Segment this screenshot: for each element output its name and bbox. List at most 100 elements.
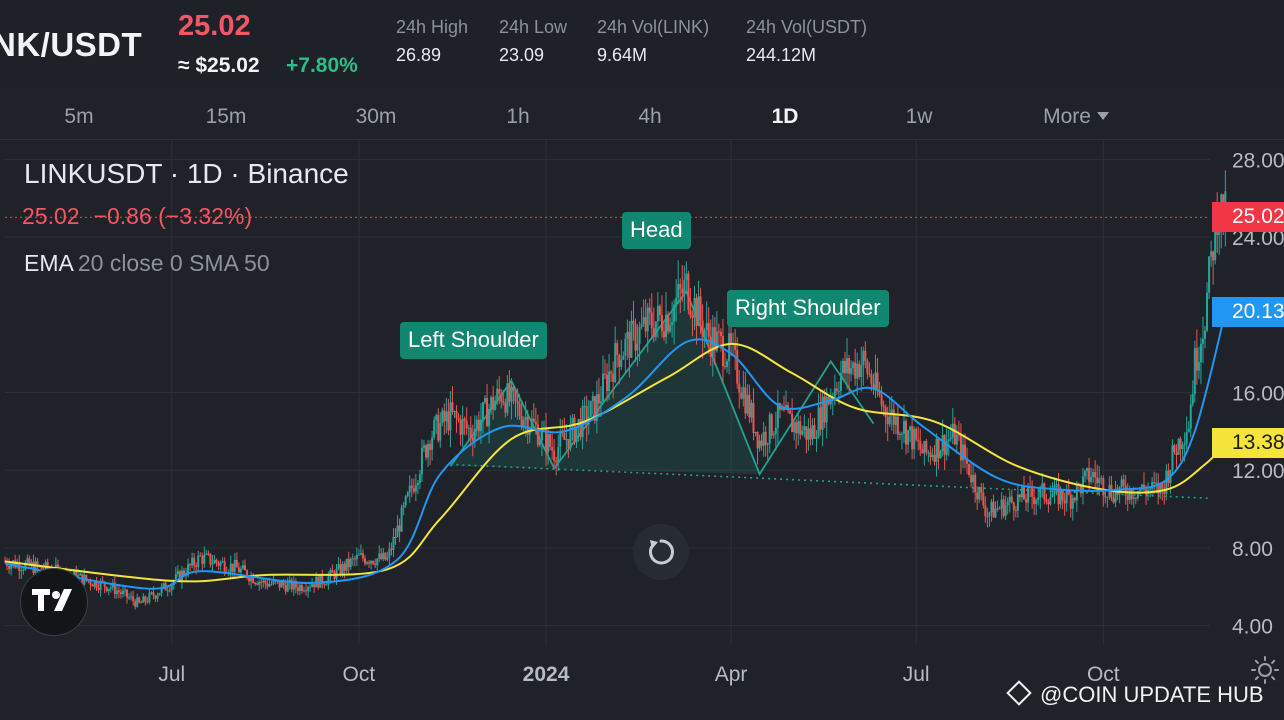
candle-body [1124, 485, 1127, 496]
candle-body [742, 387, 745, 399]
candle-body [453, 410, 456, 412]
tab-4h[interactable]: 4h [638, 105, 662, 128]
candle-body [364, 558, 366, 564]
candle-body [1022, 487, 1025, 500]
candle-body [898, 434, 901, 436]
candle-body [359, 553, 362, 555]
candle-body [1153, 482, 1156, 484]
candle-body [134, 601, 137, 607]
stat-24h-vol-usdt: 24h Vol(USDT) 244.12M [746, 17, 867, 66]
head-label[interactable]: Head [622, 212, 691, 249]
candle-body [132, 596, 135, 602]
candle-body [1181, 445, 1184, 450]
candle-body [772, 434, 775, 436]
x-tick-label: Oct [1087, 663, 1120, 686]
candle-body [892, 409, 895, 425]
candle-body [246, 570, 249, 578]
candle-body [693, 297, 696, 318]
candle-body [949, 437, 952, 440]
candle-body [128, 597, 131, 599]
tab-30m[interactable]: 30m [355, 105, 397, 128]
tab-1w[interactable]: 1w [905, 105, 933, 128]
candle-body [984, 505, 987, 517]
timeframe-bar: 5m 15m 30m 1h 4h 1D 1w More [0, 95, 1284, 140]
candle-body [943, 435, 946, 455]
candle-body [168, 590, 171, 592]
candle-body [1047, 501, 1050, 505]
candle-body [117, 590, 120, 593]
candle-body [233, 559, 236, 572]
candle-body [665, 314, 668, 338]
candle-body [99, 580, 102, 590]
candle-body [496, 388, 499, 401]
candle-body [1100, 477, 1103, 479]
tab-1h[interactable]: 1h [506, 105, 530, 128]
candle-body [1081, 476, 1084, 494]
candle-body [565, 439, 568, 441]
candle-body [451, 402, 454, 412]
tab-1d[interactable]: 1D [771, 105, 799, 128]
candle-body [160, 586, 163, 593]
pair-symbol[interactable]: NK/USDT [0, 26, 143, 63]
candle-body [91, 584, 94, 587]
tab-15m[interactable]: 15m [205, 105, 247, 128]
candle-body [705, 323, 708, 331]
candle-body [791, 413, 794, 433]
candle-body [982, 492, 985, 506]
candle-body [907, 430, 910, 445]
candle-body [1214, 210, 1217, 261]
candle-body [264, 580, 267, 584]
left-shoulder-label[interactable]: Left Shoulder [400, 322, 547, 359]
candle-body [846, 358, 849, 374]
candle-body [1155, 482, 1158, 484]
candle-body [744, 387, 747, 414]
candle-body [475, 419, 478, 430]
x-tick-label: Oct [343, 663, 376, 686]
candle-body [1002, 499, 1005, 516]
candle-body [1063, 500, 1066, 504]
candle-body [152, 592, 155, 596]
y-tick-label: 12.00 [1232, 460, 1284, 483]
candle-body [730, 333, 733, 345]
candle-body [280, 581, 283, 588]
candle-body [764, 431, 767, 445]
candle-body [606, 374, 609, 392]
x-tick-label: Jul [903, 663, 930, 686]
candle-body [896, 416, 899, 435]
chart-legend-title[interactable]: LINKUSDT · 1D · Binance [24, 158, 349, 189]
right-shoulder-label[interactable]: Right Shoulder [727, 290, 889, 327]
candle-body [756, 431, 759, 449]
tab-more[interactable]: More [1043, 105, 1109, 129]
tab-5m[interactable]: 5m [64, 105, 94, 128]
candle-body [933, 454, 936, 463]
candle-body [1090, 476, 1093, 482]
candle-body [378, 553, 381, 559]
indicator-legend[interactable]: EMA 20 close 0 SMA 50 [24, 250, 270, 277]
candle-body [557, 447, 560, 463]
candle-body [477, 419, 480, 432]
candle-body [229, 563, 232, 572]
candle-body [648, 307, 651, 313]
candle-body [902, 421, 905, 434]
sun-icon[interactable] [1250, 655, 1280, 685]
candle-body [1167, 470, 1170, 483]
stat-value: 244.12M [746, 45, 817, 65]
candle-body [650, 312, 653, 329]
reset-chart-button[interactable] [633, 524, 689, 580]
candle-body [203, 554, 206, 564]
candle-body [833, 388, 836, 398]
candle-body [14, 560, 17, 568]
candle-body [1175, 452, 1178, 455]
candle-body [717, 331, 720, 333]
candle-body [1010, 496, 1013, 503]
candle-body [734, 343, 737, 351]
candle-body [721, 335, 724, 367]
candle-body [465, 420, 468, 429]
candle-body [1069, 494, 1072, 509]
candle-body [1179, 438, 1182, 450]
tradingview-logo[interactable] [20, 568, 88, 636]
candle-body [821, 396, 824, 430]
candle-body [488, 409, 491, 427]
candle-body [449, 402, 452, 431]
